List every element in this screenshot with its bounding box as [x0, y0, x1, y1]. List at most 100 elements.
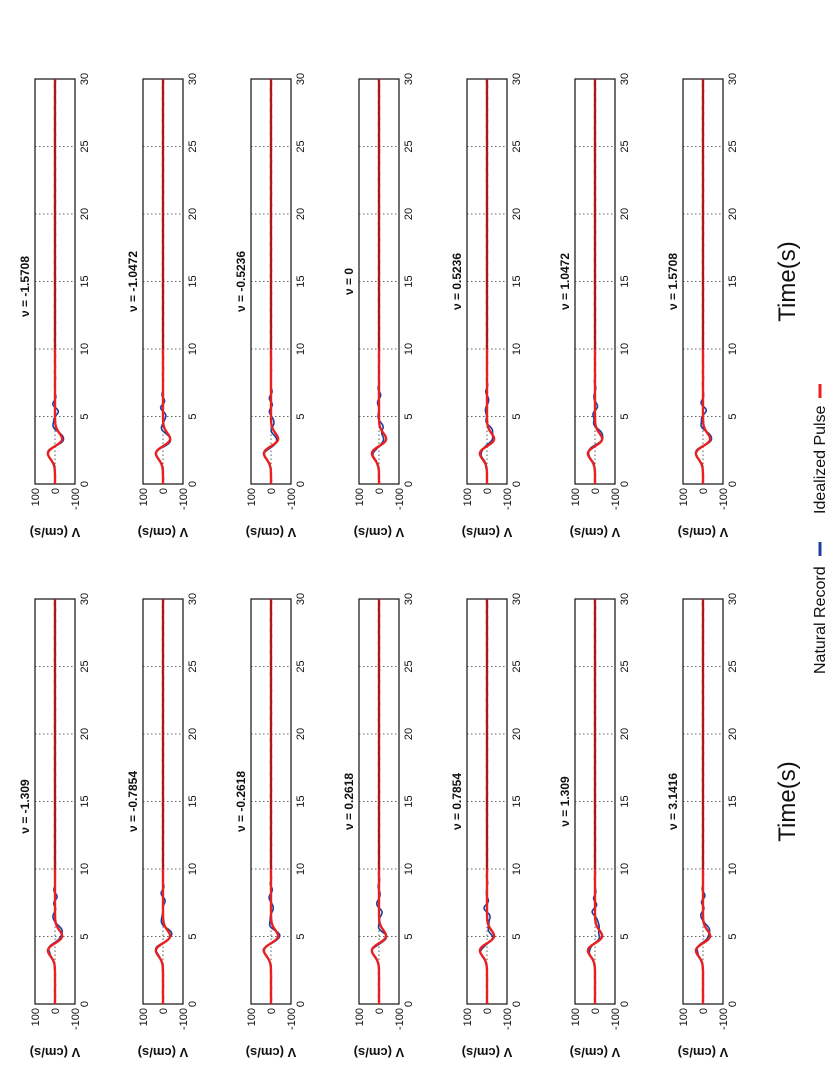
y-tick-label: 100	[462, 488, 474, 506]
x-tick-label: 20	[187, 728, 199, 740]
x-tick-label: 15	[511, 795, 523, 807]
y-axis-label: V (cm/s)	[570, 1045, 621, 1060]
x-tick-label: 10	[619, 863, 631, 875]
x-tick-label: 20	[619, 208, 631, 220]
x-axis-label: Time(s)	[774, 241, 801, 321]
y-axis-label: V (cm/s)	[354, 1045, 405, 1060]
x-tick-label: 30	[187, 73, 199, 85]
x-tick-label: 0	[511, 1001, 523, 1007]
x-tick-label: 0	[511, 481, 523, 487]
x-tick-label: 25	[187, 660, 199, 672]
x-tick-label: 30	[511, 73, 523, 85]
x-tick-label: 5	[727, 413, 739, 419]
y-tick-label: -100	[286, 1008, 298, 1030]
panel-title: ν = -1.0472	[126, 251, 140, 312]
x-tick-label: 5	[619, 933, 631, 939]
panel-title: ν = 0.2618	[342, 773, 356, 830]
x-tick-label: 0	[727, 481, 739, 487]
x-tick-label: 15	[727, 275, 739, 287]
panel-title: ν = -1.5708	[18, 256, 32, 317]
panel-title: ν = 3.1416	[666, 773, 680, 830]
y-axis-label: V (cm/s)	[462, 1045, 513, 1060]
y-tick-label: -100	[718, 488, 730, 510]
y-axis-label: V (cm/s)	[246, 1045, 297, 1060]
x-tick-label: 5	[619, 413, 631, 419]
panel-title: ν = 0.5236	[450, 253, 464, 310]
y-tick-label: 100	[246, 488, 258, 506]
x-tick-label: 0	[403, 481, 415, 487]
y-tick-label: 100	[354, 488, 366, 506]
x-tick-label: 5	[403, 413, 415, 419]
x-tick-label: 20	[403, 728, 415, 740]
legend-label-natural: Natural Record	[812, 566, 829, 674]
x-tick-label: 25	[79, 660, 91, 672]
y-tick-label: 0	[374, 488, 386, 494]
y-tick-label: -100	[70, 1008, 82, 1030]
x-tick-label: 5	[79, 413, 91, 419]
y-axis-label: V (cm/s)	[30, 525, 81, 540]
x-tick-label: 10	[295, 863, 307, 875]
x-tick-label: 15	[619, 795, 631, 807]
x-tick-label: 10	[187, 343, 199, 355]
y-tick-label: 0	[482, 488, 494, 494]
x-tick-label: 10	[727, 343, 739, 355]
x-tick-label: 30	[511, 593, 523, 605]
x-tick-label: 25	[727, 660, 739, 672]
panel-title: ν = 0	[342, 268, 356, 295]
x-tick-label: 5	[511, 413, 523, 419]
y-tick-label: 100	[30, 488, 42, 506]
x-tick-label: 20	[511, 728, 523, 740]
y-axis-label: V (cm/s)	[678, 1045, 729, 1060]
x-tick-label: 25	[619, 660, 631, 672]
x-tick-label: 25	[79, 140, 91, 152]
x-tick-label: 0	[187, 481, 199, 487]
y-tick-label: 100	[462, 1008, 474, 1026]
y-tick-label: 100	[570, 488, 582, 506]
x-tick-label: 0	[727, 1001, 739, 1007]
panel-title: ν = -0.2618	[234, 771, 248, 832]
y-tick-label: 100	[570, 1008, 582, 1026]
x-tick-label: 10	[295, 343, 307, 355]
x-tick-label: 15	[79, 275, 91, 287]
x-tick-label: 15	[619, 275, 631, 287]
y-tick-label: 100	[678, 1008, 690, 1026]
x-tick-label: 20	[295, 208, 307, 220]
x-tick-label: 10	[403, 863, 415, 875]
x-tick-label: 30	[619, 593, 631, 605]
y-tick-label: -100	[502, 1008, 514, 1030]
x-tick-label: 30	[79, 593, 91, 605]
x-tick-label: 30	[403, 593, 415, 605]
x-tick-label: 25	[619, 140, 631, 152]
x-tick-label: 20	[79, 728, 91, 740]
x-tick-label: 30	[187, 593, 199, 605]
y-tick-label: -100	[394, 1008, 406, 1030]
x-axis-label: Time(s)	[774, 761, 801, 841]
x-tick-label: 0	[295, 1001, 307, 1007]
x-tick-label: 10	[79, 343, 91, 355]
x-tick-label: 30	[727, 73, 739, 85]
y-tick-label: 0	[266, 1008, 278, 1014]
x-tick-label: 0	[619, 1001, 631, 1007]
y-tick-label: -100	[286, 488, 298, 510]
x-tick-label: 10	[79, 863, 91, 875]
x-tick-label: 25	[187, 140, 199, 152]
y-tick-label: 0	[158, 1008, 170, 1014]
x-tick-label: 15	[295, 795, 307, 807]
x-tick-label: 0	[79, 1001, 91, 1007]
x-tick-label: 15	[187, 275, 199, 287]
x-tick-label: 20	[727, 208, 739, 220]
x-tick-label: 20	[727, 728, 739, 740]
y-tick-label: -100	[502, 488, 514, 510]
x-tick-label: 0	[403, 1001, 415, 1007]
